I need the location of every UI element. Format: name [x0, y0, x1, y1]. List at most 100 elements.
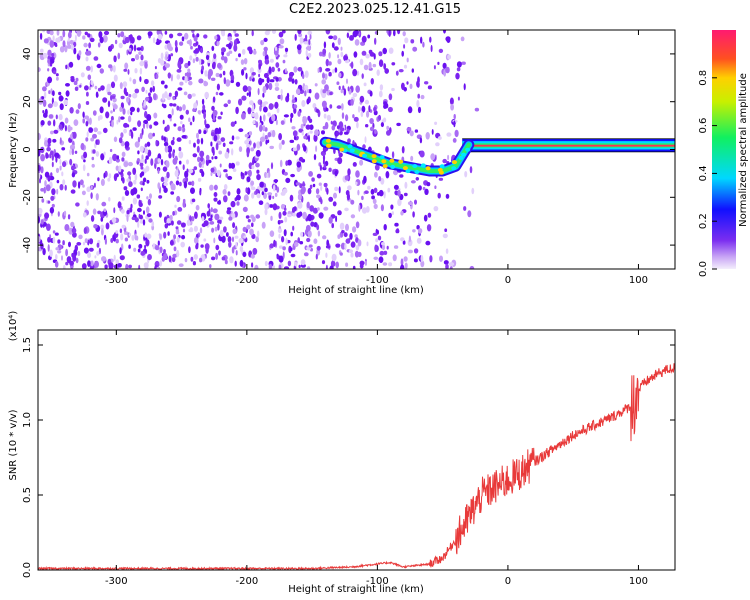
noise-dot	[47, 49, 52, 57]
noise-dot	[218, 250, 221, 256]
noise-dot	[295, 182, 301, 186]
noise-dot	[215, 142, 219, 151]
x-tick-label: -100	[366, 275, 389, 286]
noise-dot	[229, 256, 234, 264]
noise-dot	[163, 216, 167, 224]
noise-dot	[78, 50, 82, 56]
noise-dot	[377, 235, 382, 241]
noise-dot	[51, 188, 56, 196]
noise-dot	[297, 202, 303, 209]
noise-dot	[190, 187, 195, 194]
noise-dot	[453, 120, 456, 128]
noise-dot	[84, 85, 89, 91]
noise-dot	[251, 164, 255, 170]
noise-dot	[277, 228, 282, 234]
noise-dot	[77, 251, 81, 256]
noise-dot	[297, 193, 302, 201]
noise-dot	[125, 91, 129, 97]
noise-dot	[215, 244, 220, 251]
noise-dot	[67, 37, 70, 42]
noise-dot	[163, 141, 169, 147]
noise-dot	[170, 74, 173, 82]
signal-band	[462, 138, 675, 153]
noise-dot	[80, 142, 85, 151]
noise-dot	[372, 198, 377, 204]
noise-dot	[173, 246, 177, 252]
noise-dot	[96, 63, 102, 69]
noise-dot	[245, 187, 248, 194]
signal-blob	[389, 158, 395, 163]
noise-dot	[227, 191, 231, 196]
noise-dot	[420, 94, 425, 100]
noise-dot	[144, 78, 149, 85]
noise-dot	[184, 75, 188, 84]
noise-dot	[187, 60, 191, 66]
noise-dot	[70, 44, 75, 51]
noise-dot	[194, 211, 198, 219]
noise-dot	[144, 143, 148, 148]
noise-dot	[192, 58, 196, 64]
signal-blob	[458, 155, 464, 160]
noise-dot	[443, 30, 446, 34]
noise-dot	[393, 30, 396, 37]
noise-dot	[204, 70, 208, 77]
noise-dot	[64, 125, 67, 132]
signal-blob	[412, 164, 418, 168]
noise-dot	[374, 171, 378, 178]
noise-dot	[92, 208, 97, 215]
noise-dot	[222, 70, 226, 76]
noise-dot	[185, 109, 189, 115]
noise-dot	[203, 81, 209, 87]
x-tick-label: -200	[236, 275, 259, 286]
noise-dot	[407, 201, 414, 206]
noise-dot	[103, 172, 106, 179]
noise-dot	[323, 206, 329, 211]
noise-dot	[84, 115, 90, 120]
colorbar-gradient	[712, 30, 736, 269]
colorbar-tick-label: 0.2	[698, 213, 709, 229]
noise-dot	[214, 226, 218, 232]
chart-title: C2E2.2023.025.12.41.G15	[288, 2, 462, 17]
noise-dot	[366, 110, 370, 118]
noise-dot	[124, 141, 130, 148]
noise-dot	[147, 149, 152, 157]
noise-dot	[419, 137, 423, 144]
signal-blob	[405, 169, 411, 174]
noise-dot	[142, 177, 147, 183]
noise-dot	[412, 46, 418, 52]
noise-dot	[320, 185, 323, 191]
noise-dot	[86, 131, 89, 138]
noise-dot	[82, 212, 87, 218]
noise-dot	[61, 255, 63, 261]
noise-dot	[56, 76, 59, 81]
noise-dot	[328, 167, 332, 172]
noise-dot	[230, 74, 235, 82]
noise-dot	[75, 109, 80, 114]
noise-dot	[460, 36, 465, 42]
colorbar-tick-label: 0.4	[698, 165, 709, 181]
noise-dot	[144, 61, 148, 69]
noise-dot	[129, 34, 133, 42]
noise-dot	[195, 204, 200, 211]
noise-dot	[338, 85, 341, 91]
noise-dot	[397, 30, 401, 35]
noise-dot	[350, 252, 354, 258]
noise-dot	[38, 67, 41, 73]
noise-dot	[119, 247, 122, 255]
noise-dot	[115, 259, 120, 265]
noise-dot	[56, 30, 60, 36]
noise-dot	[152, 37, 156, 44]
noise-dot	[328, 35, 334, 40]
noise-dot	[211, 227, 215, 233]
noise-dot	[159, 233, 162, 240]
noise-dot	[96, 242, 100, 248]
noise-dot	[273, 48, 279, 56]
noise-dot	[315, 253, 318, 260]
noise-dot	[204, 119, 207, 126]
noise-dot	[163, 182, 168, 187]
noise-dot	[47, 76, 53, 84]
noise-dot	[353, 116, 359, 122]
noise-dot	[63, 99, 68, 106]
noise-dot	[248, 169, 252, 177]
